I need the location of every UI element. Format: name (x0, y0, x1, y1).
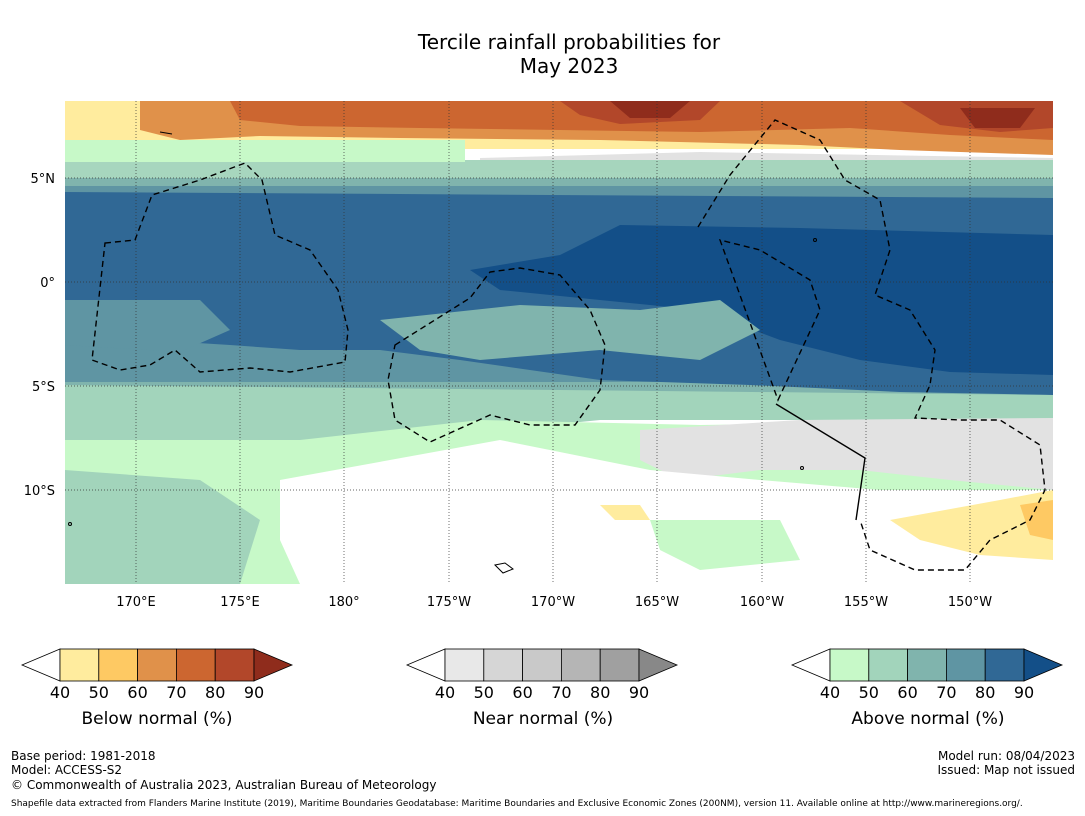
colorbar-near-tick: 80 (590, 683, 610, 702)
band-above-40-north (65, 140, 465, 162)
band-above-80-west (65, 300, 230, 352)
eez-phoenix (387, 267, 606, 443)
colorbar-above-segment (868, 648, 908, 682)
band-above-90 (470, 225, 1053, 375)
lon-label-165w: 165°W (635, 595, 679, 610)
title-line-2: May 2023 (519, 54, 619, 78)
solid-boundary (775, 403, 866, 521)
eez-line-islands (697, 119, 1046, 571)
colorbar-below-tick: 80 (205, 683, 225, 702)
colorbar-below-tick: 70 (166, 683, 186, 702)
colorbar-near-tick: 70 (551, 683, 571, 702)
band-below-south (890, 490, 1053, 560)
band-below-90 (610, 101, 1035, 128)
colorbar-above-max-extend (1023, 648, 1064, 682)
colorbar-near-segment (561, 648, 601, 682)
colorbar-below-segment (137, 648, 177, 682)
colorbar-near-tick: 90 (629, 683, 649, 702)
band-below-south-w (600, 505, 650, 520)
lat-label-0: 0° (40, 276, 55, 291)
colorbar-above: 40 50 60 70 80 90 (790, 648, 1064, 702)
lon-label-175w: 175°W (427, 595, 471, 610)
colorbar-near-max-extend (638, 648, 679, 682)
colorbar-above-min-extend (790, 648, 831, 682)
colorbar-near-min-extend (405, 648, 446, 682)
colorbar-above-tick: 80 (975, 683, 995, 702)
band-above-70-patch (380, 300, 760, 360)
base-period: Base period: 1981-2018 (11, 749, 156, 763)
lon-label-170e: 170°E (116, 595, 156, 610)
colorbar-below-segment (214, 648, 255, 682)
band-above-50-sw (65, 470, 260, 584)
model-run: Model run: 08/04/2023 (937, 749, 1075, 763)
lat-label-5s: 5°S (32, 380, 55, 395)
colorbar-below-max-extend (253, 648, 294, 682)
colorbar-below-tick: 60 (127, 683, 147, 702)
colorbar-label-near: Near normal (%) (472, 709, 614, 729)
lat-label-10s: 10°S (24, 484, 55, 499)
colorbar-near-segment (444, 648, 485, 682)
lon-label-170w: 170°W (531, 595, 575, 610)
band-below-south-60 (1020, 500, 1053, 540)
issued-status: Issued: Map not issued (937, 763, 1075, 777)
lon-label-155w: 155°W (844, 595, 888, 610)
colorbar-below: 40 50 60 70 80 90 (20, 648, 294, 702)
colorbar-above-tick: 90 (1014, 683, 1034, 702)
lon-label-160w: 160°W (740, 595, 784, 610)
colorbar-below-tick: 40 (50, 683, 70, 702)
colorbar-label-below: Below normal (%) (81, 709, 233, 729)
colorbar-label-above: Above normal (%) (851, 709, 1005, 729)
colorbar-below-segment (59, 648, 100, 682)
islands (68, 131, 817, 574)
title-line-1: Tercile rainfall probabilities for (417, 30, 721, 54)
copyright: © Commonwealth of Australia 2023, Austra… (11, 778, 437, 792)
colorbar-above-segment (946, 648, 986, 682)
colorbar-near-tick: 40 (435, 683, 455, 702)
map-title: Tercile rainfall probabilities for May 2… (0, 30, 1085, 78)
colorbar-near-segment (599, 648, 640, 682)
band-white-south (280, 440, 1053, 584)
band-above-40-patch (650, 520, 800, 570)
colorbar-below-tick: 50 (89, 683, 109, 702)
model-name: Model: ACCESS-S2 (11, 763, 123, 777)
lat-label-5n: 5°N (31, 172, 56, 187)
colorbar-below-segment (175, 648, 216, 682)
lon-label-180: 180° (328, 595, 359, 610)
axis-labels: 5°N 0° 5°S 10°S 170°E 175°E 180° 175°W 1… (24, 172, 993, 610)
eez-kiribati-gilbert (91, 162, 349, 373)
eez-boundaries (91, 119, 1046, 571)
map-fill (65, 101, 1053, 584)
colorbar-above-tick: 70 (936, 683, 956, 702)
shapefile-credit: Shapefile data extracted from Flanders M… (11, 799, 1023, 809)
colorbar-above-segment (984, 648, 1025, 682)
band-near-south (640, 418, 1053, 490)
colorbar-below-tick: 90 (244, 683, 264, 702)
lon-label-150w: 150°W (948, 595, 992, 610)
colorbar-above-tick: 60 (897, 683, 917, 702)
colorbar-above-tick: 50 (859, 683, 879, 702)
colorbar-near: 40 50 60 70 80 90 (405, 648, 679, 702)
colorbars: 40 50 60 70 80 90 40 50 60 70 80 90 40 50 60 70 80 90 (20, 648, 1064, 702)
colorbar-above-segment (829, 648, 870, 682)
footer-left: Base period: 1981-2018 Model: ACCESS-S2 … (11, 749, 436, 792)
colorbar-above-tick: 40 (820, 683, 840, 702)
colorbar-near-tick: 60 (512, 683, 532, 702)
grid (65, 101, 1053, 584)
colorbar-near-tick: 50 (474, 683, 494, 702)
colorbar-below-min-extend (20, 648, 61, 682)
colorbar-near-segment (522, 648, 562, 682)
lon-label-175e: 175°E (220, 595, 260, 610)
colorbar-below-segment (98, 648, 139, 682)
colorbar-near-segment (483, 648, 523, 682)
colorbar-above-segment (907, 648, 947, 682)
footer-right: Model run: 08/04/2023 Issued: Map not is… (937, 749, 1075, 777)
band-below-80 (560, 101, 1053, 132)
